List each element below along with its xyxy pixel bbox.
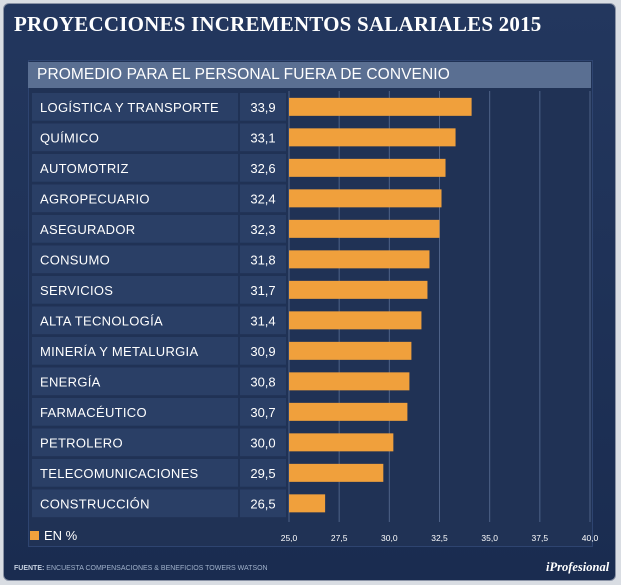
category-cell bbox=[32, 459, 238, 487]
value-label: 30,8 bbox=[250, 374, 275, 389]
x-tick-label: 25,0 bbox=[281, 533, 298, 543]
bar bbox=[289, 341, 412, 360]
category-label: CONSUMO bbox=[40, 252, 110, 267]
category-label: ENERGÍA bbox=[40, 374, 101, 389]
bar bbox=[289, 463, 384, 482]
bar bbox=[289, 494, 326, 513]
bar bbox=[289, 433, 394, 452]
chart-title: PROYECCIONES INCREMENTOS SALARIALES 2015 bbox=[14, 12, 542, 36]
category-label: FARMACÉUTICO bbox=[40, 405, 147, 420]
category-cell bbox=[32, 398, 238, 426]
bar bbox=[289, 402, 408, 421]
value-cell bbox=[240, 428, 286, 457]
value-cell bbox=[240, 367, 286, 396]
value-label: 33,9 bbox=[250, 100, 275, 115]
category-label: CONSTRUCCIÓN bbox=[40, 496, 150, 511]
category-label: SERVICIOS bbox=[40, 283, 113, 298]
category-label: PETROLERO bbox=[40, 435, 123, 450]
source-note: FUENTE: ENCUESTA COMPENSACIONES & BENEFI… bbox=[14, 565, 268, 572]
chart-subtitle: PROMEDIO PARA EL PERSONAL FUERA DE CONVE… bbox=[28, 62, 591, 88]
category-cell bbox=[32, 245, 238, 274]
category-cell bbox=[32, 93, 238, 121]
bar bbox=[289, 219, 440, 238]
value-label: 32,4 bbox=[250, 191, 275, 206]
value-cell bbox=[240, 93, 286, 121]
category-label: TELECOMUNICACIONES bbox=[40, 466, 199, 481]
value-cell bbox=[240, 123, 286, 152]
value-cell bbox=[240, 489, 286, 518]
category-label: LOGÍSTICA Y TRANSPORTE bbox=[40, 100, 219, 115]
source-text: ENCUESTA COMPENSACIONES & BENEFICIOS TOW… bbox=[46, 565, 268, 572]
value-label: 31,8 bbox=[250, 252, 275, 267]
legend-swatch bbox=[30, 531, 39, 540]
category-label: ASEGURADOR bbox=[40, 222, 135, 237]
category-cell bbox=[32, 154, 238, 182]
category-cell bbox=[32, 123, 238, 152]
x-tick-label: 27,5 bbox=[331, 533, 348, 543]
bar bbox=[289, 189, 442, 208]
category-cell bbox=[32, 489, 238, 518]
value-cell bbox=[240, 184, 286, 213]
category-label: QUÍMICO bbox=[40, 130, 99, 145]
category-cell bbox=[32, 215, 238, 243]
value-label: 31,7 bbox=[250, 283, 275, 298]
value-cell bbox=[240, 276, 286, 304]
value-label: 33,1 bbox=[250, 130, 275, 145]
iprofesional-logo: iProfesional bbox=[546, 560, 610, 574]
category-cell bbox=[32, 276, 238, 304]
bar bbox=[289, 158, 446, 177]
x-tick-label: 32,5 bbox=[431, 533, 448, 543]
value-cell bbox=[240, 306, 286, 335]
category-cell bbox=[32, 337, 238, 365]
bar bbox=[289, 128, 456, 147]
value-label: 30,9 bbox=[250, 344, 275, 359]
value-cell bbox=[240, 398, 286, 426]
bar bbox=[289, 311, 422, 330]
value-label: 30,0 bbox=[250, 435, 275, 450]
value-label: 32,6 bbox=[250, 161, 275, 176]
value-cell bbox=[240, 245, 286, 274]
value-label: 29,5 bbox=[250, 466, 275, 481]
bar bbox=[289, 280, 428, 299]
value-cell bbox=[240, 459, 286, 487]
legend-label: EN % bbox=[44, 528, 78, 543]
value-label: 32,3 bbox=[250, 222, 275, 237]
category-label: AGROPECUARIO bbox=[40, 191, 150, 206]
value-cell bbox=[240, 215, 286, 243]
value-label: 30,7 bbox=[250, 405, 275, 420]
value-cell bbox=[240, 154, 286, 182]
bar bbox=[289, 372, 410, 391]
category-label: AUTOMOTRIZ bbox=[40, 161, 129, 176]
value-cell bbox=[240, 337, 286, 365]
category-label: MINERÍA Y METALURGIA bbox=[40, 344, 198, 359]
category-label: ALTA TECNOLOGÍA bbox=[40, 313, 163, 328]
category-cell bbox=[32, 184, 238, 213]
value-label: 26,5 bbox=[250, 496, 275, 511]
bar bbox=[289, 97, 472, 116]
category-cell bbox=[32, 367, 238, 396]
x-tick-label: 40,0 bbox=[582, 533, 599, 543]
category-cell bbox=[32, 428, 238, 457]
bar bbox=[289, 250, 430, 269]
x-tick-label: 37,5 bbox=[532, 533, 549, 543]
value-label: 31,4 bbox=[250, 313, 275, 328]
x-tick-label: 30,0 bbox=[381, 533, 398, 543]
x-tick-label: 35,0 bbox=[481, 533, 498, 543]
category-cell bbox=[32, 306, 238, 335]
source-label: FUENTE: bbox=[14, 565, 45, 572]
